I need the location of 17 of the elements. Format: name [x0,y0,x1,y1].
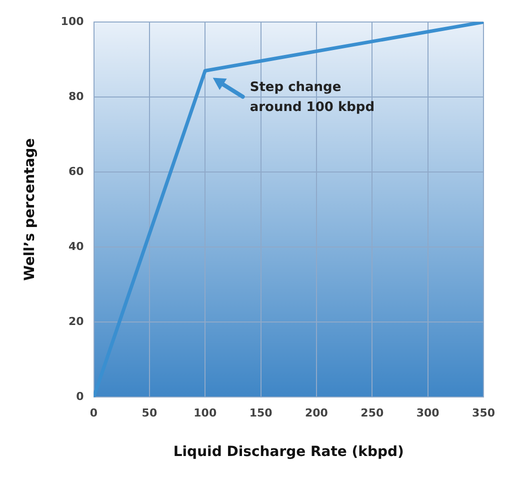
x-tick-label: 200 [304,406,328,420]
x-tick-label: 50 [142,406,158,420]
y-tick-label: 80 [68,90,84,103]
x-tick-label: 100 [194,406,217,420]
y-tick-label: 0 [76,390,84,403]
y-tick-label: 100 [60,14,84,28]
x-tick-label: 0 [90,406,98,420]
y-axis-title: Well’s percentage [22,138,38,281]
y-tick-label: 60 [68,164,84,178]
x-tick-label: 350 [472,406,496,420]
x-tick-label: 250 [360,406,384,420]
x-axis-title: Liquid Discharge Rate (kbpd) [173,444,404,460]
y-tick-label: 20 [68,314,84,328]
y-tick-label: 40 [68,240,84,253]
x-tick-label: 300 [416,406,440,420]
x-tick-label: 150 [249,406,273,420]
annotation: Step change around 100 kbpd [250,80,375,115]
